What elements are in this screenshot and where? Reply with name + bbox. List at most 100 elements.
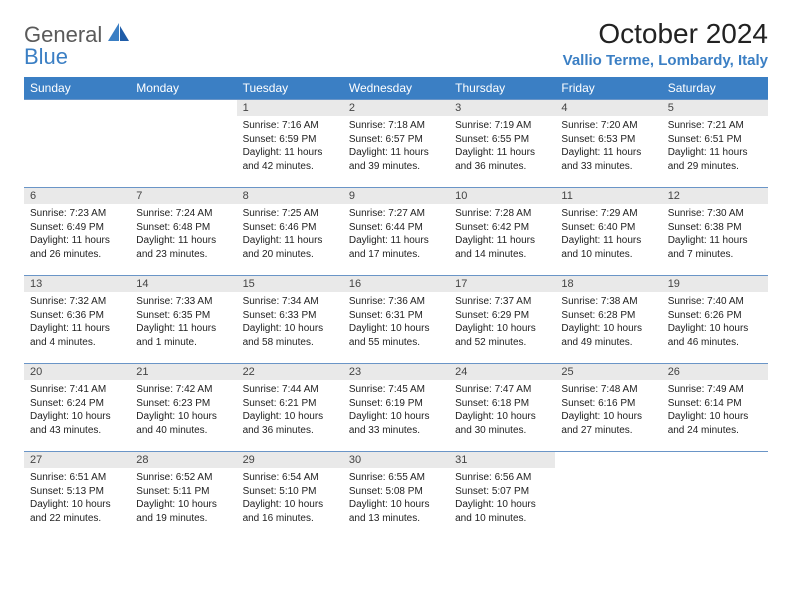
day-number: 21 [130, 364, 236, 380]
day-details: Sunrise: 7:16 AMSunset: 6:59 PMDaylight:… [237, 116, 343, 177]
day-number: 1 [237, 100, 343, 116]
day-number: 19 [662, 276, 768, 292]
sunset-line: Sunset: 6:38 PM [668, 221, 762, 235]
sunrise-line: Sunrise: 6:51 AM [30, 471, 124, 485]
daylight-line: Daylight: 10 hours and 27 minutes. [561, 410, 655, 437]
title-block: October 2024 Vallio Terme, Lombardy, Ita… [563, 18, 768, 69]
header: General October 2024 Vallio Terme, Lomba… [24, 18, 768, 69]
day-number: 23 [343, 364, 449, 380]
calendar-week-row: 13Sunrise: 7:32 AMSunset: 6:36 PMDayligh… [24, 276, 768, 364]
calendar-day-cell: .. [662, 452, 768, 540]
sunset-line: Sunset: 6:51 PM [668, 133, 762, 147]
sunrise-line: Sunrise: 7:33 AM [136, 295, 230, 309]
day-details: Sunrise: 7:25 AMSunset: 6:46 PMDaylight:… [237, 204, 343, 265]
day-details: Sunrise: 7:24 AMSunset: 6:48 PMDaylight:… [130, 204, 236, 265]
daylight-line: Daylight: 10 hours and 22 minutes. [30, 498, 124, 525]
calendar-table: SundayMondayTuesdayWednesdayThursdayFrid… [24, 77, 768, 540]
daylight-line: Daylight: 10 hours and 46 minutes. [668, 322, 762, 349]
sunset-line: Sunset: 6:36 PM [30, 309, 124, 323]
day-details: Sunrise: 7:19 AMSunset: 6:55 PMDaylight:… [449, 116, 555, 177]
day-number: 29 [237, 452, 343, 468]
daylight-line: Daylight: 11 hours and 7 minutes. [668, 234, 762, 261]
weekday-header: Monday [130, 77, 236, 100]
calendar-day-cell: 6Sunrise: 7:23 AMSunset: 6:49 PMDaylight… [24, 188, 130, 276]
sunrise-line: Sunrise: 7:25 AM [243, 207, 337, 221]
calendar-day-cell: 21Sunrise: 7:42 AMSunset: 6:23 PMDayligh… [130, 364, 236, 452]
calendar-week-row: 20Sunrise: 7:41 AMSunset: 6:24 PMDayligh… [24, 364, 768, 452]
calendar-day-cell: 15Sunrise: 7:34 AMSunset: 6:33 PMDayligh… [237, 276, 343, 364]
day-number: 12 [662, 188, 768, 204]
month-title: October 2024 [563, 18, 768, 50]
calendar-day-cell: 28Sunrise: 6:52 AMSunset: 5:11 PMDayligh… [130, 452, 236, 540]
sunrise-line: Sunrise: 7:38 AM [561, 295, 655, 309]
sunset-line: Sunset: 6:40 PM [561, 221, 655, 235]
day-details: Sunrise: 6:54 AMSunset: 5:10 PMDaylight:… [237, 468, 343, 529]
day-details: Sunrise: 7:48 AMSunset: 6:16 PMDaylight:… [555, 380, 661, 441]
day-details: Sunrise: 6:51 AMSunset: 5:13 PMDaylight:… [24, 468, 130, 529]
calendar-week-row: ....1Sunrise: 7:16 AMSunset: 6:59 PMDayl… [24, 100, 768, 188]
sunset-line: Sunset: 6:44 PM [349, 221, 443, 235]
sunset-line: Sunset: 5:13 PM [30, 485, 124, 499]
sunrise-line: Sunrise: 7:20 AM [561, 119, 655, 133]
sunset-line: Sunset: 6:42 PM [455, 221, 549, 235]
daylight-line: Daylight: 11 hours and 4 minutes. [30, 322, 124, 349]
logo-text-blue: Blue [24, 44, 68, 69]
calendar-day-cell: 13Sunrise: 7:32 AMSunset: 6:36 PMDayligh… [24, 276, 130, 364]
weekday-header: Saturday [662, 77, 768, 100]
day-details: Sunrise: 7:37 AMSunset: 6:29 PMDaylight:… [449, 292, 555, 353]
sunrise-line: Sunrise: 7:45 AM [349, 383, 443, 397]
sunset-line: Sunset: 6:29 PM [455, 309, 549, 323]
calendar-day-cell: 12Sunrise: 7:30 AMSunset: 6:38 PMDayligh… [662, 188, 768, 276]
sunrise-line: Sunrise: 7:21 AM [668, 119, 762, 133]
sunset-line: Sunset: 6:59 PM [243, 133, 337, 147]
day-details: Sunrise: 7:27 AMSunset: 6:44 PMDaylight:… [343, 204, 449, 265]
sunrise-line: Sunrise: 7:29 AM [561, 207, 655, 221]
day-number: 30 [343, 452, 449, 468]
day-number: 6 [24, 188, 130, 204]
daylight-line: Daylight: 11 hours and 23 minutes. [136, 234, 230, 261]
calendar-day-cell: .. [130, 100, 236, 188]
day-details: Sunrise: 7:32 AMSunset: 6:36 PMDaylight:… [24, 292, 130, 353]
calendar-day-cell: 31Sunrise: 6:56 AMSunset: 5:07 PMDayligh… [449, 452, 555, 540]
calendar-day-cell: 3Sunrise: 7:19 AMSunset: 6:55 PMDaylight… [449, 100, 555, 188]
weekday-header: Wednesday [343, 77, 449, 100]
day-number: 14 [130, 276, 236, 292]
sunrise-line: Sunrise: 7:23 AM [30, 207, 124, 221]
day-number: 16 [343, 276, 449, 292]
sunset-line: Sunset: 6:16 PM [561, 397, 655, 411]
daylight-line: Daylight: 11 hours and 17 minutes. [349, 234, 443, 261]
calendar-day-cell: 18Sunrise: 7:38 AMSunset: 6:28 PMDayligh… [555, 276, 661, 364]
sunset-line: Sunset: 6:55 PM [455, 133, 549, 147]
daylight-line: Daylight: 11 hours and 36 minutes. [455, 146, 549, 173]
day-number: 15 [237, 276, 343, 292]
daylight-line: Daylight: 11 hours and 33 minutes. [561, 146, 655, 173]
daylight-line: Daylight: 10 hours and 58 minutes. [243, 322, 337, 349]
sunrise-line: Sunrise: 7:27 AM [349, 207, 443, 221]
day-number: 3 [449, 100, 555, 116]
day-number: 2 [343, 100, 449, 116]
weekday-header: Thursday [449, 77, 555, 100]
daylight-line: Daylight: 11 hours and 42 minutes. [243, 146, 337, 173]
calendar-day-cell: .. [555, 452, 661, 540]
day-details: Sunrise: 7:34 AMSunset: 6:33 PMDaylight:… [237, 292, 343, 353]
logo-sail-icon [108, 23, 130, 48]
day-details: Sunrise: 7:42 AMSunset: 6:23 PMDaylight:… [130, 380, 236, 441]
calendar-day-cell: 22Sunrise: 7:44 AMSunset: 6:21 PMDayligh… [237, 364, 343, 452]
sunset-line: Sunset: 5:11 PM [136, 485, 230, 499]
sunset-line: Sunset: 6:28 PM [561, 309, 655, 323]
sunset-line: Sunset: 6:19 PM [349, 397, 443, 411]
calendar-day-cell: 16Sunrise: 7:36 AMSunset: 6:31 PMDayligh… [343, 276, 449, 364]
sunset-line: Sunset: 6:24 PM [30, 397, 124, 411]
daylight-line: Daylight: 10 hours and 49 minutes. [561, 322, 655, 349]
sunrise-line: Sunrise: 7:24 AM [136, 207, 230, 221]
sunrise-line: Sunrise: 7:41 AM [30, 383, 124, 397]
daylight-line: Daylight: 11 hours and 20 minutes. [243, 234, 337, 261]
sunrise-line: Sunrise: 7:40 AM [668, 295, 762, 309]
day-details: Sunrise: 7:44 AMSunset: 6:21 PMDaylight:… [237, 380, 343, 441]
day-details: Sunrise: 7:21 AMSunset: 6:51 PMDaylight:… [662, 116, 768, 177]
day-details: Sunrise: 7:23 AMSunset: 6:49 PMDaylight:… [24, 204, 130, 265]
calendar-week-row: 6Sunrise: 7:23 AMSunset: 6:49 PMDaylight… [24, 188, 768, 276]
daylight-line: Daylight: 11 hours and 1 minute. [136, 322, 230, 349]
daylight-line: Daylight: 10 hours and 16 minutes. [243, 498, 337, 525]
day-number: 4 [555, 100, 661, 116]
